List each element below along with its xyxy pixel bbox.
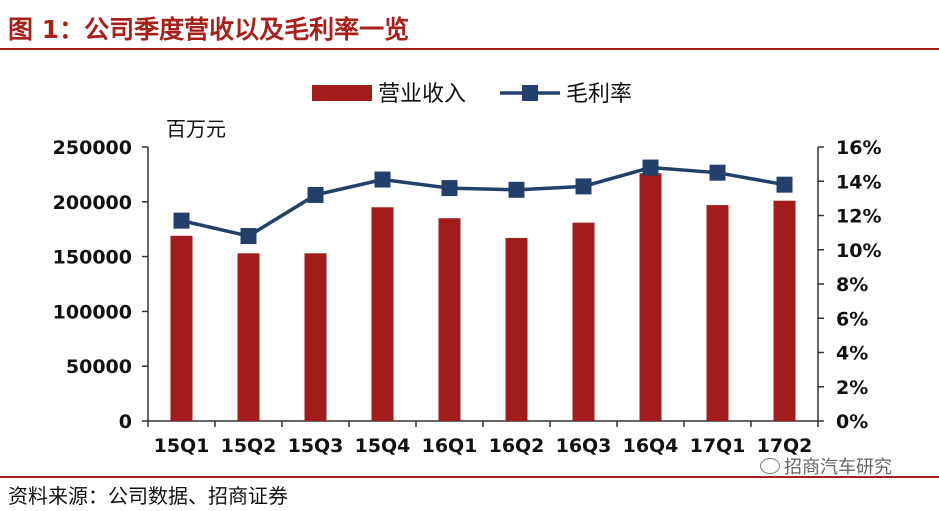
left-tick-label: 100000 <box>53 301 132 323</box>
margin-point-15Q3 <box>307 186 324 203</box>
x-tick-label: 16Q3 <box>556 435 612 457</box>
x-tick-label: 16Q1 <box>422 435 478 457</box>
x-tick-label: 15Q4 <box>355 435 411 457</box>
bar-15Q1 <box>170 235 193 421</box>
bar-15Q2 <box>237 253 260 421</box>
right-tick-label: 16% <box>836 137 881 159</box>
margin-point-16Q2 <box>508 181 525 198</box>
margin-point-15Q2 <box>240 228 257 245</box>
x-tick-label: 17Q1 <box>690 435 746 457</box>
right-tick-label: 6% <box>836 308 868 330</box>
x-tick-label: 17Q2 <box>757 435 813 457</box>
x-tick-label: 15Q2 <box>221 435 277 457</box>
source-rule <box>0 476 939 478</box>
bar-17Q1 <box>706 205 729 421</box>
margin-point-16Q1 <box>441 180 458 197</box>
margin-point-15Q4 <box>374 171 391 188</box>
wechat-icon <box>760 458 780 474</box>
bar-16Q2 <box>505 237 528 421</box>
bar-16Q1 <box>438 218 461 421</box>
right-tick-label: 10% <box>836 240 881 262</box>
margin-point-17Q2 <box>776 176 793 193</box>
title-rule <box>0 48 939 50</box>
bar-15Q3 <box>304 253 327 421</box>
figure-title: 图 1：公司季度营收以及毛利率一览 <box>8 15 410 44</box>
right-tick-label: 4% <box>836 343 868 365</box>
legend-line-label: 毛利率 <box>566 82 632 107</box>
legend-bar-label: 营业收入 <box>378 82 466 107</box>
margin-point-16Q4 <box>642 159 659 176</box>
right-tick-label: 0% <box>836 411 868 433</box>
bar-17Q2 <box>773 200 796 421</box>
left-axis-unit: 百万元 <box>166 117 226 141</box>
line-series <box>173 159 793 245</box>
source-note: 资料来源：公司数据、招商证券 <box>8 484 288 508</box>
right-tick-label: 8% <box>836 274 868 296</box>
x-tick-label: 15Q1 <box>154 435 210 457</box>
legend-line-marker <box>522 85 538 101</box>
watermark-text: 招商汽车研究 <box>784 457 892 478</box>
bar-15Q4 <box>371 207 394 421</box>
left-tick-label: 0 <box>119 411 132 433</box>
margin-point-17Q1 <box>709 164 726 181</box>
right-tick-label: 12% <box>836 206 881 228</box>
combo-chart: 营业收入 毛利率 百万元 0 50000 100000 150000 200000 2500… <box>53 82 882 457</box>
margin-point-16Q3 <box>575 178 592 195</box>
x-axis-labels: 15Q1 15Q2 15Q3 15Q4 16Q1 16Q2 16Q3 16Q4 17Q1 17Q2 <box>154 435 813 457</box>
bar-series <box>170 173 796 421</box>
x-tick-label: 16Q4 <box>623 435 679 457</box>
left-tick-label: 50000 <box>66 356 132 378</box>
margin-point-15Q1 <box>173 212 190 229</box>
left-tick-label: 200000 <box>53 192 132 214</box>
right-tick-label: 14% <box>836 171 881 193</box>
right-tick-label: 2% <box>836 377 868 399</box>
margin-line <box>181 165 785 238</box>
watermark: 招商汽车研究 <box>760 453 892 479</box>
x-tick-label: 16Q2 <box>489 435 545 457</box>
legend-bar-swatch <box>312 85 372 101</box>
bar-16Q4 <box>639 173 662 421</box>
left-tick-label: 150000 <box>53 247 132 269</box>
bar-16Q3 <box>572 222 595 421</box>
legend: 营业收入 毛利率 <box>312 82 632 107</box>
x-tick-label: 15Q3 <box>288 435 344 457</box>
left-tick-label: 250000 <box>53 137 132 159</box>
axes: 0 50000 100000 150000 200000 250000 0% 2% 4% 6% 8%… <box>53 137 882 433</box>
